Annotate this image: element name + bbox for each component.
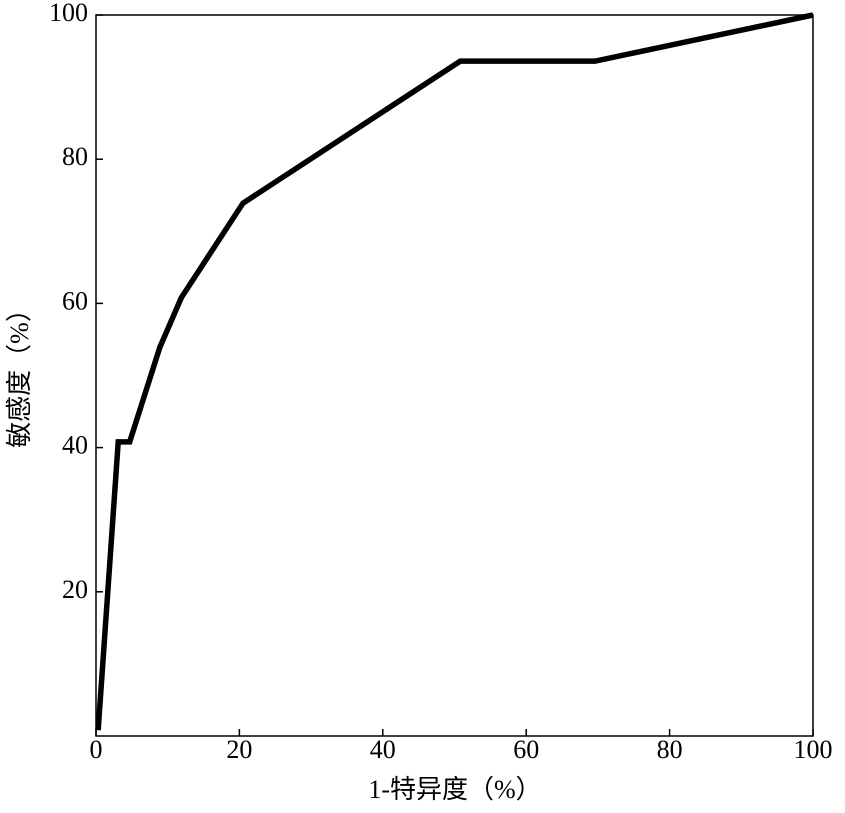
x-tick-label: 20 [226, 735, 252, 764]
roc-line [95, 12, 814, 731]
y-tick-label: 40 [62, 431, 88, 460]
x-tick-label: 60 [513, 735, 539, 764]
y-tick-label: 80 [62, 142, 88, 171]
x-tick-label: 40 [370, 735, 396, 764]
y-tick-label: 60 [62, 286, 88, 315]
x-tick-label: 100 [794, 735, 833, 764]
y-tick-label: 20 [62, 575, 88, 604]
x-tick-label: 80 [657, 735, 683, 764]
y-axis-label: 敏感度（%） [5, 296, 34, 448]
y-tick-label: 100 [49, 0, 88, 27]
x-tick-label: 0 [90, 735, 103, 764]
plot-frame [95, 14, 814, 737]
x-axis-label: 1-特异度（%） [368, 775, 541, 804]
